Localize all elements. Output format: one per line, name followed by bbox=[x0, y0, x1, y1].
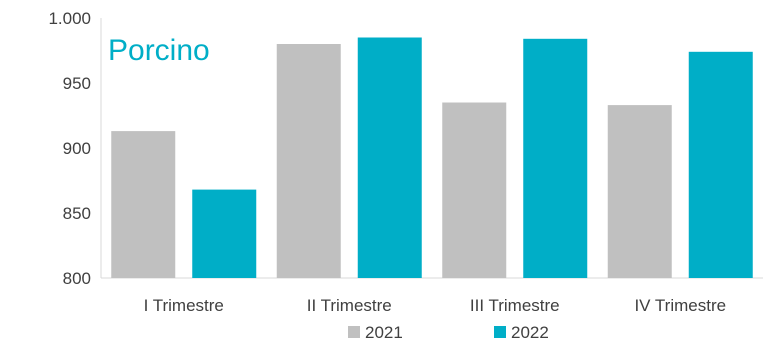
bar-2022-4 bbox=[688, 51, 753, 278]
y-tick-label: 1.000 bbox=[48, 9, 91, 28]
bar-2022-1 bbox=[192, 189, 257, 278]
x-category-label: II Trimestre bbox=[307, 296, 392, 315]
x-category-label: IV Trimestre bbox=[634, 296, 726, 315]
bar-2021-3 bbox=[442, 102, 507, 278]
y-tick-label: 900 bbox=[63, 139, 91, 158]
legend-label-2021: 2021 bbox=[365, 323, 403, 342]
bar-2021-1 bbox=[111, 131, 176, 278]
bar-2022-3 bbox=[523, 38, 588, 278]
bar-2022-2 bbox=[357, 37, 422, 278]
bars bbox=[111, 37, 753, 278]
legend: 2021 2022 bbox=[348, 323, 549, 342]
y-tick-label: 800 bbox=[63, 269, 91, 288]
category-labels: I Trimestre II Trimestre III Trimestre IV T… bbox=[144, 296, 726, 315]
y-tick-label: 950 bbox=[63, 74, 91, 93]
legend-label-2022: 2022 bbox=[511, 323, 549, 342]
y-tick-label: 850 bbox=[63, 204, 91, 223]
y-tick-labels: 800 850 900 950 1.000 bbox=[48, 9, 91, 288]
bar-2021-2 bbox=[276, 44, 341, 278]
chart-title: Porcino bbox=[108, 34, 210, 67]
legend-swatch-2022 bbox=[494, 326, 506, 338]
x-category-label: III Trimestre bbox=[470, 296, 560, 315]
legend-swatch-2021 bbox=[348, 326, 360, 338]
x-category-label: I Trimestre bbox=[144, 296, 224, 315]
bar-2021-4 bbox=[607, 105, 672, 278]
